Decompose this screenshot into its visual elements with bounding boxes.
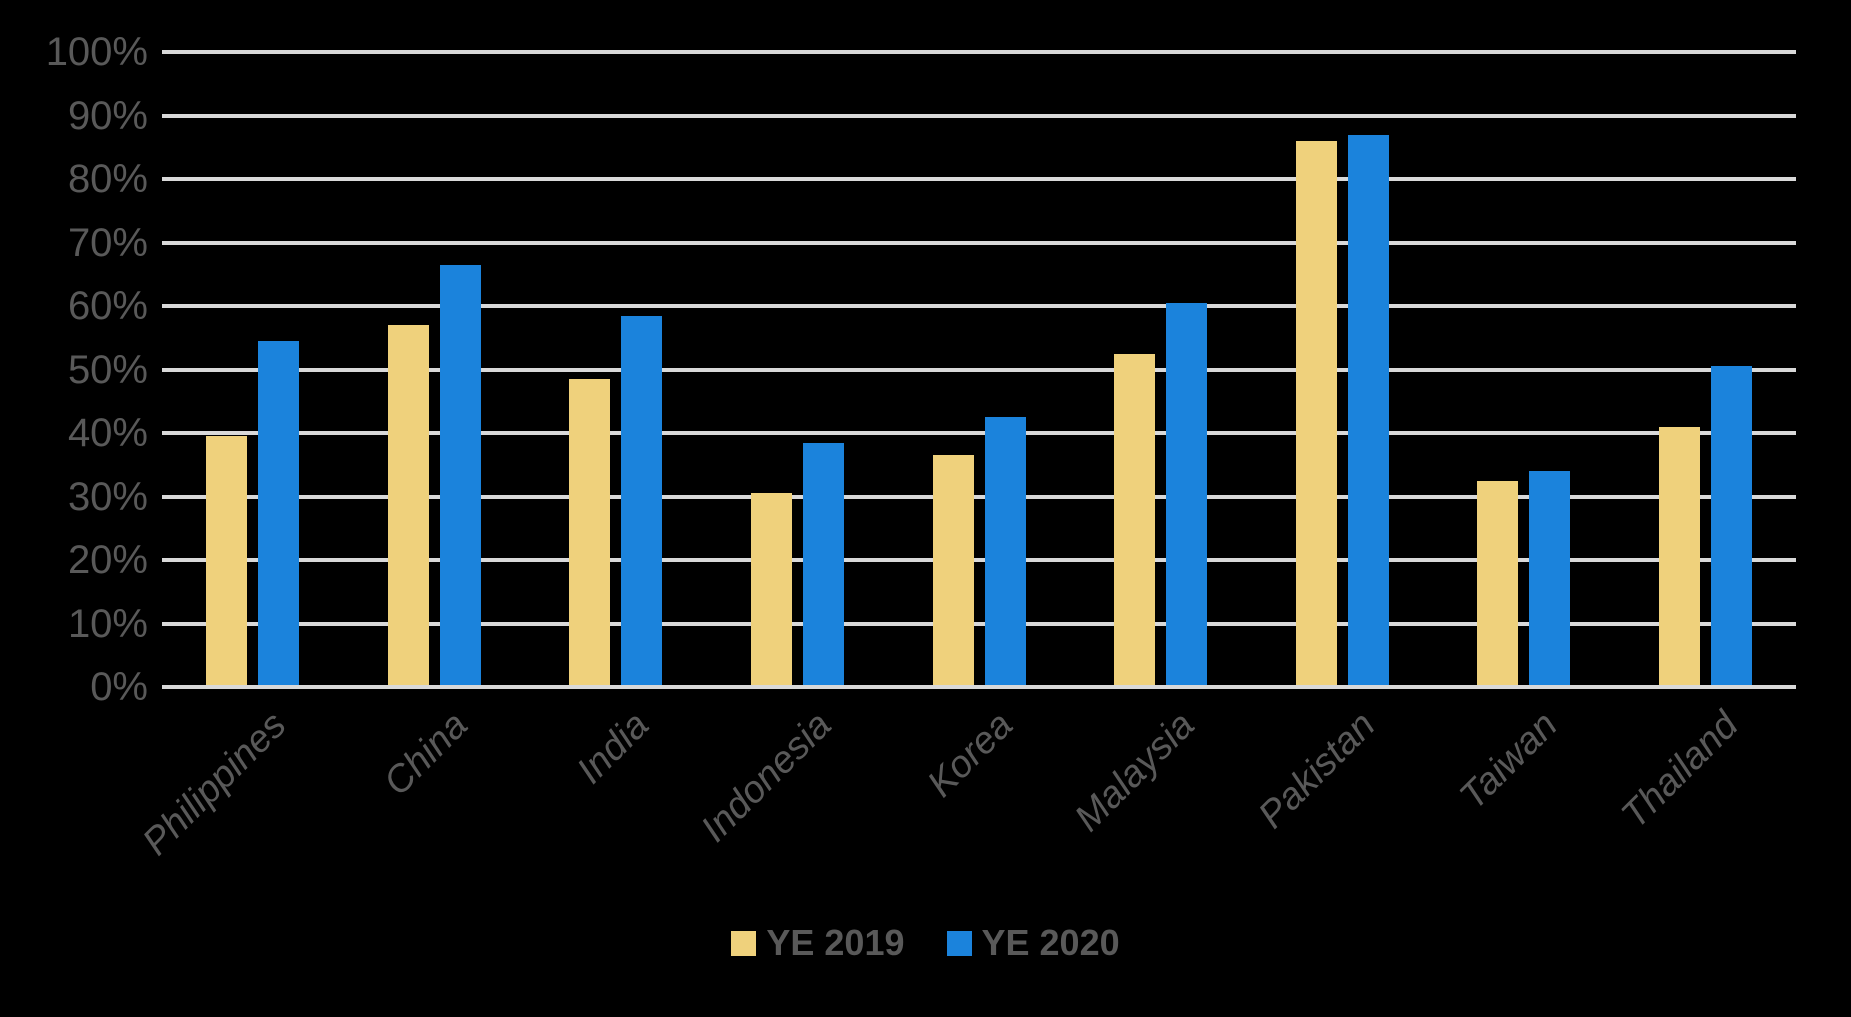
y-tick-label: 60% bbox=[67, 284, 148, 328]
plot-area bbox=[162, 50, 1796, 689]
gridline-40pct bbox=[162, 431, 1796, 435]
bar-ye-2020-pakistan bbox=[1347, 134, 1389, 685]
x-category-label: India bbox=[569, 704, 658, 792]
bar-ye-2019-korea bbox=[932, 455, 974, 685]
bar-ye-2020-taiwan bbox=[1529, 471, 1571, 685]
y-tick-label: 70% bbox=[67, 220, 148, 265]
gridline-10pct bbox=[162, 621, 1796, 626]
gridline-90pct bbox=[162, 113, 1796, 118]
legend-item-ye-2020: YE 2020 bbox=[946, 922, 1120, 964]
bar-ye-2019-india bbox=[569, 379, 611, 685]
gridline-70pct bbox=[162, 240, 1796, 245]
x-category-label: Taiwan bbox=[1451, 704, 1566, 818]
bar-ye-2019-indonesia bbox=[750, 493, 792, 685]
bar-ye-2020-korea bbox=[984, 417, 1026, 685]
x-category-label: Philippines bbox=[134, 704, 295, 864]
x-category-label: China bbox=[376, 704, 477, 804]
y-tick-label: 10% bbox=[67, 601, 148, 646]
x-category-label: Korea bbox=[919, 704, 1021, 806]
legend-label: YE 2019 bbox=[766, 922, 905, 963]
bar-ye-2019-china bbox=[387, 325, 429, 685]
bar-ye-2020-indonesia bbox=[802, 442, 844, 685]
legend-swatch bbox=[946, 930, 972, 956]
gridline-0pct bbox=[162, 685, 1796, 689]
gridline-80pct bbox=[162, 177, 1796, 181]
gridline-30pct bbox=[162, 494, 1796, 499]
y-tick-label: 50% bbox=[67, 347, 148, 392]
gridline-20pct bbox=[162, 558, 1796, 562]
x-category-label: Thailand bbox=[1614, 704, 1747, 837]
legend: YE 2019 YE 2020 bbox=[0, 922, 1851, 964]
y-tick-label: 80% bbox=[67, 157, 148, 201]
bar-ye-2020-philippines bbox=[258, 340, 300, 685]
gridline-50pct bbox=[162, 367, 1796, 372]
bar-ye-2020-malaysia bbox=[1166, 302, 1208, 685]
bar-ye-2019-thailand bbox=[1658, 426, 1700, 685]
y-tick-label: 100% bbox=[45, 30, 148, 74]
gridline-100pct bbox=[162, 50, 1796, 54]
y-tick-label: 30% bbox=[67, 474, 148, 519]
legend-swatch bbox=[731, 930, 757, 956]
bar-ye-2020-india bbox=[621, 315, 663, 685]
y-tick-label: 40% bbox=[67, 411, 148, 455]
y-tick-label: 20% bbox=[67, 538, 148, 582]
y-tick-label: 0% bbox=[90, 665, 148, 709]
bar-ye-2019-taiwan bbox=[1477, 480, 1519, 685]
bar-ye-2019-malaysia bbox=[1114, 353, 1156, 685]
bar-ye-2020-china bbox=[439, 264, 481, 685]
bar-ye-2019-philippines bbox=[206, 436, 248, 685]
y-tick-label: 90% bbox=[67, 93, 148, 138]
x-category-label: Indonesia bbox=[692, 704, 840, 851]
x-category-label: Pakistan bbox=[1251, 704, 1384, 837]
legend-item-ye-2019: YE 2019 bbox=[731, 922, 905, 964]
bar-ye-2020-thailand bbox=[1710, 366, 1752, 685]
bar-ye-2019-pakistan bbox=[1295, 140, 1337, 685]
x-category-label: Malaysia bbox=[1066, 704, 1203, 840]
legend-label: YE 2020 bbox=[981, 922, 1120, 963]
gridline-60pct bbox=[162, 304, 1796, 308]
